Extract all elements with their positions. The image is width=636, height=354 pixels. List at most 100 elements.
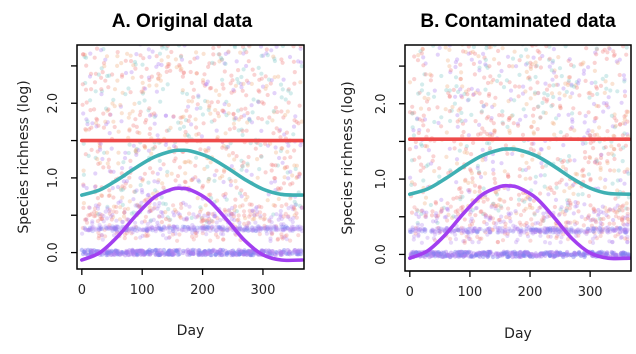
- data-point: [279, 252, 285, 257]
- data-point: [507, 80, 512, 85]
- data-point: [484, 221, 489, 227]
- data-point: [196, 178, 201, 183]
- data-point: [282, 132, 287, 137]
- data-point: [563, 208, 568, 214]
- data-point: [454, 250, 460, 256]
- data-point: [487, 250, 492, 255]
- data-point: [240, 132, 245, 138]
- data-point: [535, 228, 540, 233]
- data-point: [479, 236, 484, 241]
- data-point: [258, 210, 263, 215]
- data-point: [289, 224, 295, 229]
- data-point: [485, 249, 490, 255]
- data-point: [518, 117, 523, 122]
- data-point: [231, 111, 236, 116]
- data-point: [93, 226, 98, 231]
- data-point: [207, 248, 212, 254]
- data-point: [291, 226, 296, 232]
- data-point: [260, 84, 266, 89]
- data-point: [498, 219, 503, 225]
- data-point: [620, 252, 625, 257]
- data-point: [144, 227, 149, 233]
- data-point: [118, 205, 123, 210]
- data-point: [285, 225, 290, 231]
- data-point: [411, 227, 416, 233]
- data-point: [584, 229, 589, 234]
- data-point: [168, 251, 174, 257]
- data-point: [419, 143, 425, 148]
- data-point: [89, 226, 95, 231]
- data-point: [111, 252, 117, 257]
- data-point: [257, 232, 262, 237]
- data-point: [455, 227, 460, 233]
- data-point: [622, 227, 627, 232]
- data-point: [624, 52, 629, 57]
- data-point: [472, 226, 478, 231]
- data-point: [538, 229, 543, 234]
- data-point: [541, 252, 546, 257]
- data-point: [603, 252, 608, 257]
- data-point: [129, 231, 134, 236]
- data-point: [604, 213, 609, 218]
- data-point: [212, 211, 217, 216]
- data-point: [448, 68, 453, 73]
- data-point: [272, 224, 277, 229]
- data-point: [466, 249, 472, 255]
- data-point: [125, 217, 130, 222]
- data-point: [194, 132, 199, 137]
- data-point: [296, 121, 301, 126]
- data-point: [287, 249, 292, 254]
- x-tick-label: 300: [251, 283, 276, 298]
- data-point: [140, 250, 146, 255]
- data-point: [543, 250, 548, 255]
- data-point: [606, 214, 611, 220]
- data-point: [288, 238, 293, 243]
- data-point: [426, 107, 432, 112]
- data-point: [282, 166, 287, 171]
- data-point: [574, 233, 579, 238]
- data-point: [163, 210, 168, 215]
- data-point: [162, 252, 167, 257]
- data-point: [110, 72, 115, 77]
- data-point: [430, 249, 435, 255]
- data-point: [566, 78, 572, 83]
- data-point: [407, 110, 413, 115]
- data-point: [269, 78, 274, 83]
- data-point: [141, 227, 147, 233]
- data-point: [274, 250, 279, 255]
- data-point: [146, 249, 151, 255]
- data-point: [585, 229, 590, 234]
- data-point: [183, 202, 188, 207]
- data-point: [278, 214, 283, 219]
- data-point: [546, 57, 552, 62]
- data-point: [210, 60, 215, 65]
- data-point: [514, 64, 519, 69]
- data-point: [488, 131, 493, 136]
- data-point: [122, 210, 127, 215]
- data-point: [592, 226, 597, 231]
- data-point: [448, 70, 453, 75]
- data-point: [605, 251, 610, 256]
- data-point: [219, 249, 225, 254]
- data-point: [415, 116, 420, 121]
- data-point: [498, 81, 503, 86]
- data-point: [461, 226, 466, 231]
- data-point: [205, 79, 210, 84]
- data-point: [240, 203, 245, 208]
- data-point: [601, 216, 606, 221]
- data-point: [202, 249, 208, 254]
- data-point: [472, 226, 477, 232]
- data-point: [608, 168, 613, 173]
- data-point: [619, 227, 624, 232]
- data-point: [594, 84, 599, 89]
- data-point: [170, 252, 175, 257]
- data-point: [413, 145, 419, 150]
- data-point: [243, 216, 248, 221]
- data-point: [510, 250, 515, 255]
- data-point: [621, 145, 626, 150]
- data-point: [227, 176, 232, 182]
- data-point: [244, 252, 249, 257]
- data-point: [81, 141, 86, 146]
- data-point: [147, 77, 152, 83]
- data-point: [465, 229, 470, 235]
